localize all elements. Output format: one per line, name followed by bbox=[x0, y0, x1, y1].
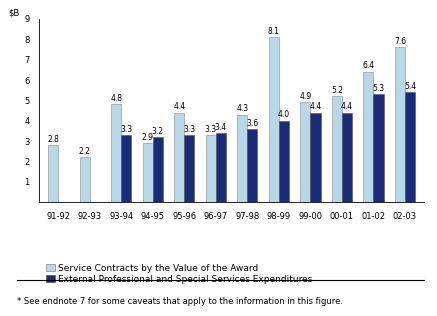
Bar bbox=[216, 133, 226, 202]
Text: 2.9: 2.9 bbox=[142, 133, 154, 142]
Text: 4.0: 4.0 bbox=[278, 110, 290, 119]
Text: 2.8: 2.8 bbox=[47, 135, 59, 144]
Text: 3.3: 3.3 bbox=[183, 125, 195, 134]
Text: 4.9: 4.9 bbox=[299, 92, 312, 101]
Text: 3.3: 3.3 bbox=[205, 125, 217, 134]
Bar bbox=[48, 145, 58, 202]
Text: 4.4: 4.4 bbox=[341, 102, 353, 111]
Bar bbox=[332, 96, 342, 202]
Text: 2.2: 2.2 bbox=[79, 147, 90, 156]
Text: 6.4: 6.4 bbox=[362, 62, 375, 70]
Bar bbox=[374, 94, 384, 202]
Bar bbox=[364, 72, 374, 202]
Bar bbox=[184, 135, 194, 202]
Text: $B: $B bbox=[9, 8, 20, 17]
Bar bbox=[279, 121, 289, 202]
Text: 8.1: 8.1 bbox=[268, 27, 280, 36]
Bar bbox=[237, 115, 247, 202]
Bar bbox=[174, 112, 184, 202]
Bar bbox=[247, 129, 257, 202]
Bar bbox=[405, 92, 415, 202]
Text: 5.2: 5.2 bbox=[331, 86, 343, 95]
Bar bbox=[300, 102, 310, 202]
Text: 3.4: 3.4 bbox=[215, 123, 227, 131]
Legend: Service Contracts by the Value of the Award, External Professional and Special S: Service Contracts by the Value of the Aw… bbox=[44, 262, 315, 286]
Text: 4.3: 4.3 bbox=[236, 104, 248, 113]
Bar bbox=[269, 37, 279, 202]
Bar bbox=[310, 112, 320, 202]
Bar bbox=[111, 105, 121, 202]
Text: 3.6: 3.6 bbox=[246, 118, 258, 127]
Bar bbox=[153, 137, 163, 202]
Text: 7.6: 7.6 bbox=[394, 37, 406, 46]
Text: 4.4: 4.4 bbox=[309, 102, 322, 111]
Text: 4.8: 4.8 bbox=[110, 94, 122, 103]
Text: 5.4: 5.4 bbox=[404, 82, 416, 91]
Text: 3.2: 3.2 bbox=[152, 127, 164, 136]
Text: 5.3: 5.3 bbox=[372, 84, 385, 93]
Bar bbox=[143, 143, 153, 202]
Bar bbox=[206, 135, 216, 202]
Text: 3.3: 3.3 bbox=[120, 125, 132, 134]
Bar bbox=[121, 135, 132, 202]
Bar bbox=[342, 112, 352, 202]
Text: 4.4: 4.4 bbox=[173, 102, 185, 111]
Bar bbox=[395, 47, 405, 202]
Bar bbox=[80, 157, 90, 202]
Text: * See endnote 7 for some caveats that apply to the information in this figure.: * See endnote 7 for some caveats that ap… bbox=[17, 297, 343, 306]
